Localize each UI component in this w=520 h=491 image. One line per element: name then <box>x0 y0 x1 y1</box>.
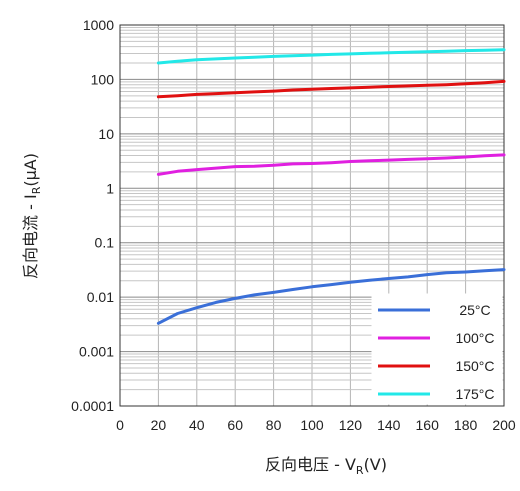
x-tick-label: 120 <box>339 417 363 433</box>
series-line <box>156 48 506 65</box>
y-tick-labels: 0.0001 0.001 0.01 0.1 1 10 100 1000 <box>71 17 114 414</box>
x-tick-label: 180 <box>454 417 478 433</box>
x-tick-label: 200 <box>492 417 516 433</box>
plot-frame <box>119 24 505 407</box>
legend: 25°C 100°C 150°C 175°C <box>371 293 503 405</box>
y-tick-label: 1 <box>106 180 114 196</box>
series-line <box>156 268 506 325</box>
series-lines <box>156 48 506 325</box>
legend-box <box>371 293 503 405</box>
x-tick-label: 100 <box>300 417 324 433</box>
legend-label: 150°C <box>455 358 494 374</box>
x-tick-labels: 0 20 40 60 80 100 120 140 160 180 200 <box>116 417 516 433</box>
y-tick-label: 100 <box>91 71 115 87</box>
series-line <box>156 79 506 99</box>
legend-label: 100°C <box>455 330 494 346</box>
x-tick-label: 80 <box>266 417 282 433</box>
x-tick-label: 160 <box>416 417 440 433</box>
y-tick-label: 0.1 <box>95 235 115 251</box>
y-tick-label: 0.0001 <box>71 398 114 414</box>
legend-label: 25°C <box>459 302 490 318</box>
series-line <box>156 153 506 176</box>
x-tick-label: 20 <box>151 417 167 433</box>
x-tick-label: 140 <box>377 417 401 433</box>
x-axis-label: 反向电压 - VR(V) <box>265 455 387 477</box>
legend-label: 175°C <box>455 386 494 402</box>
x-tick-label: 0 <box>116 417 124 433</box>
x-tick-label: 60 <box>227 417 243 433</box>
y-tick-label: 0.01 <box>87 289 114 305</box>
x-tick-label: 40 <box>189 417 205 433</box>
y-tick-label: 1000 <box>83 17 114 33</box>
y-axis-label: 反向电流 - IR(μA) <box>21 153 43 279</box>
y-tick-label: 10 <box>98 126 114 142</box>
y-tick-label: 0.001 <box>79 344 114 360</box>
